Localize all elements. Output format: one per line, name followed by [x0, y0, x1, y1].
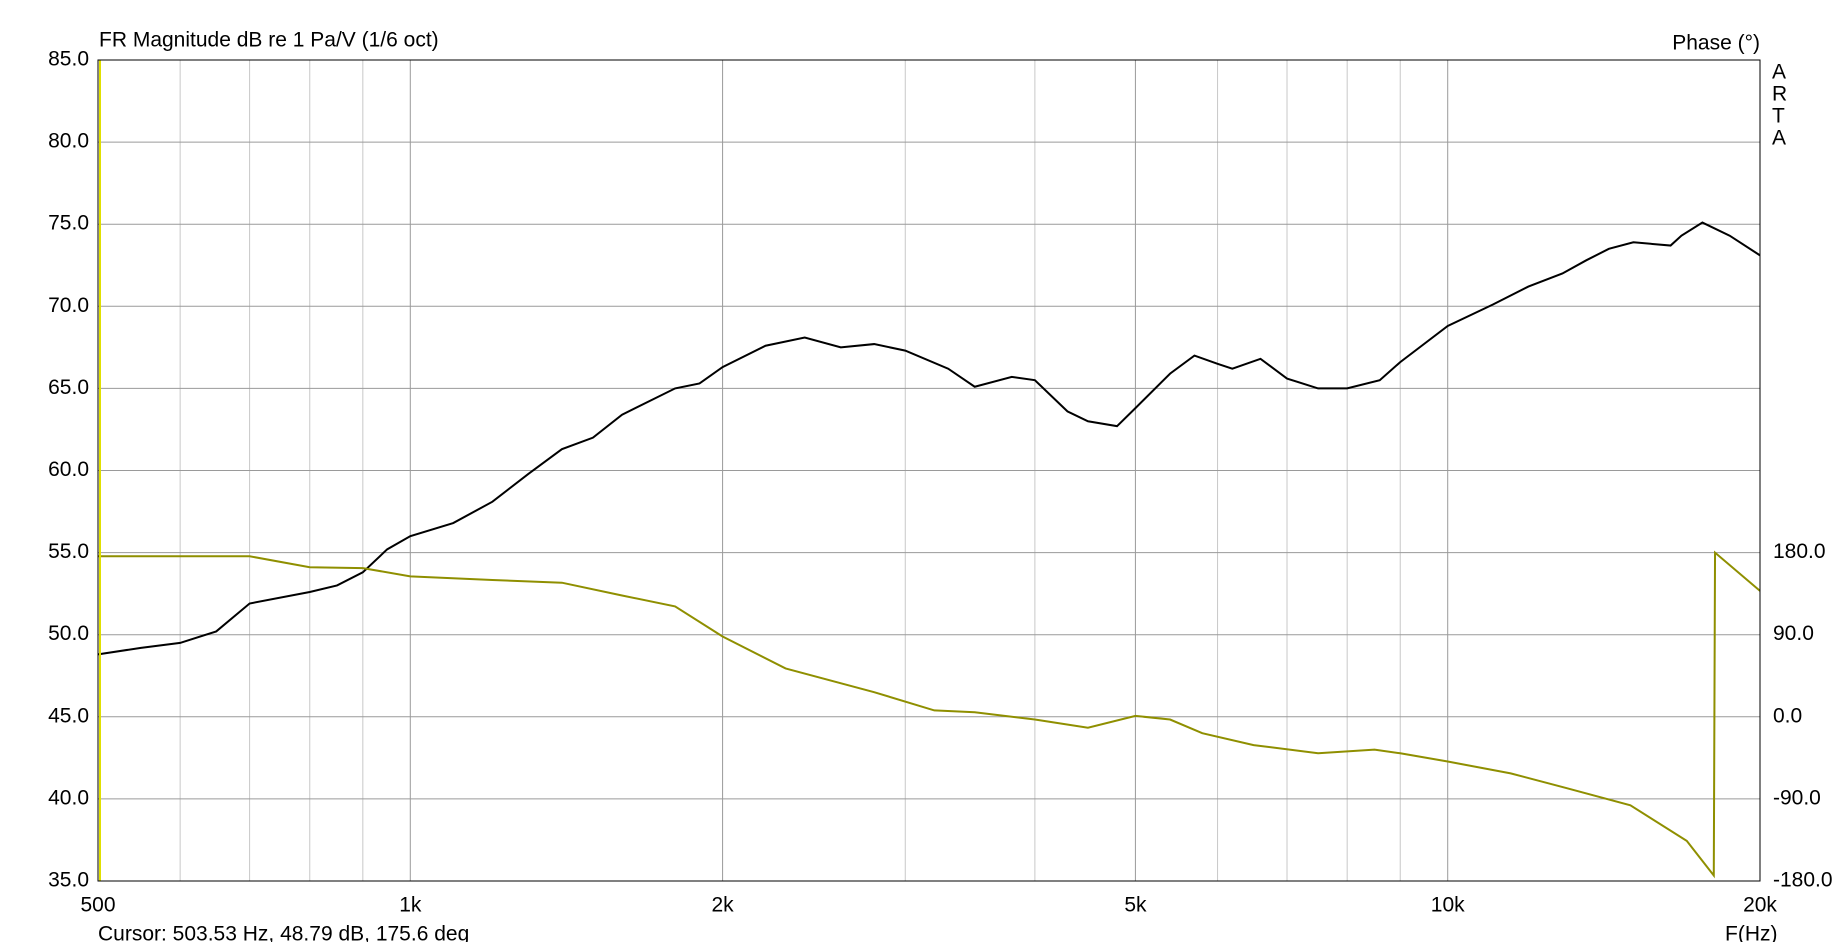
plot-frame	[97, 59, 1761, 882]
watermark-letter: A	[1772, 127, 1786, 150]
y-tick-label: 45.0	[48, 704, 89, 727]
y2-axis-label: Phase (°)	[1672, 32, 1760, 55]
x-tick-label: 20k	[1743, 894, 1777, 917]
watermark-letter: A	[1772, 61, 1786, 84]
y-tick-label: 40.0	[48, 786, 89, 809]
y2-tick-label: -90.0	[1773, 786, 1821, 809]
series-line	[97, 221, 1761, 656]
y-tick-label: 75.0	[48, 212, 89, 235]
y-tick-label: 35.0	[48, 869, 89, 892]
y-tick-label: 70.0	[48, 294, 89, 317]
x-tick-label: 5k	[1124, 894, 1147, 917]
y-tick-label: 50.0	[48, 622, 89, 645]
y-tick-label: 60.0	[48, 458, 89, 481]
y-tick-label: 65.0	[48, 376, 89, 399]
y-tick-label: 85.0	[48, 48, 89, 71]
y2-tick-label: 0.0	[1773, 704, 1802, 727]
x-tick-label: 2k	[711, 894, 734, 917]
y2-tick-label: 90.0	[1773, 622, 1814, 645]
cursor-readout: Cursor: 503.53 Hz, 48.79 dB, 175.6 deg	[98, 923, 469, 942]
y2-tick-label: -180.0	[1773, 869, 1833, 892]
watermark-letter: R	[1772, 83, 1787, 106]
series-line	[98, 550, 1761, 879]
watermark-letter: T	[1772, 105, 1785, 128]
x-tick-label: 10k	[1431, 894, 1465, 917]
x-tick-label: 1k	[399, 894, 422, 917]
x-axis-label: F(Hz)	[1725, 923, 1777, 942]
lines	[97, 221, 1761, 879]
chart-title: FR Magnitude dB re 1 Pa/V (1/6 oct)	[99, 29, 439, 52]
y-tick-label: 55.0	[48, 540, 89, 563]
y2-tick-label: 180.0	[1773, 540, 1826, 563]
x-tick-label: 500	[80, 894, 115, 917]
y-tick-label: 80.0	[48, 130, 89, 153]
